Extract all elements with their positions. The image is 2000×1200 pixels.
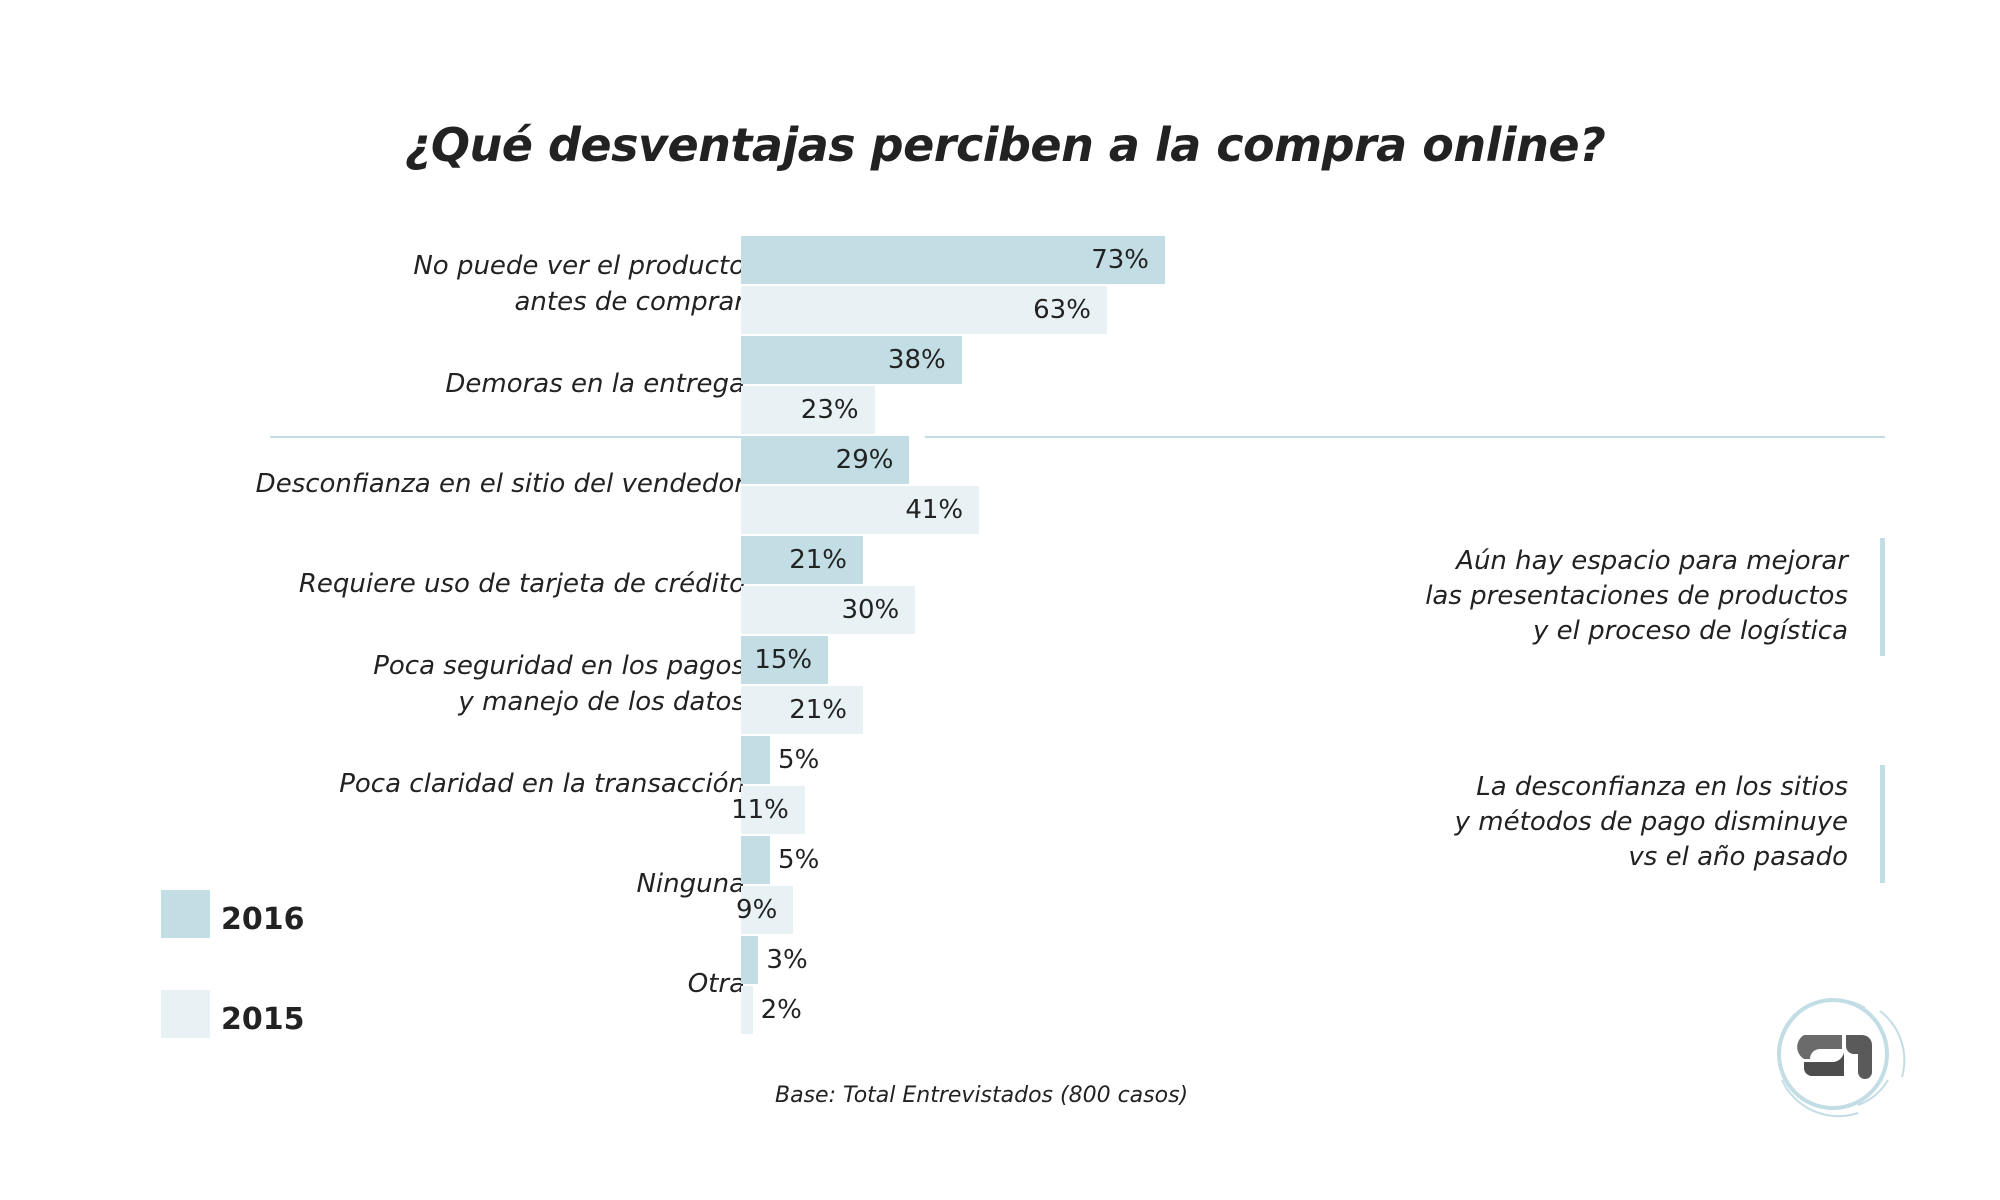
separator-line-right bbox=[925, 436, 1885, 438]
category-label-line: Otra bbox=[687, 969, 745, 999]
data-label-2015: 63% bbox=[1033, 295, 1091, 325]
bar-2016 bbox=[741, 236, 1165, 284]
bar-2015 bbox=[741, 686, 863, 734]
category-label: Ninguna bbox=[636, 866, 745, 902]
annotation-1-bar bbox=[1880, 538, 1885, 656]
separator-line-left bbox=[270, 436, 745, 438]
annotation-1-line: Aún hay espacio para mejorar bbox=[1456, 546, 1848, 576]
data-label-2015: 21% bbox=[789, 695, 847, 725]
category-label-line: Poca claridad en la transacción bbox=[339, 769, 745, 799]
category-label: Poca claridad en la transacción bbox=[339, 766, 745, 802]
bar-2016 bbox=[741, 536, 863, 584]
data-label-2016: 21% bbox=[789, 545, 847, 575]
category-label: Requiere uso de tarjeta de crédito bbox=[299, 566, 745, 602]
annotation-2-line: La desconfianza en los sitios bbox=[1476, 772, 1848, 802]
bar-2015 bbox=[741, 486, 980, 534]
bar-2015 bbox=[741, 286, 1107, 334]
category-label-line: Ninguna bbox=[636, 869, 745, 899]
category-label: Poca seguridad en los pagos y manejo de l… bbox=[373, 648, 745, 720]
data-label-2016: 15% bbox=[754, 645, 813, 675]
data-label-2015: 41% bbox=[905, 495, 964, 525]
bar-2015 bbox=[741, 586, 916, 634]
s1-logo: S1 bbox=[1777, 998, 1906, 1118]
bar-2016 bbox=[741, 936, 759, 984]
annotation-1-line: y el proceso de logística bbox=[1532, 616, 1848, 646]
category-label-line: No puede ver el producto bbox=[413, 251, 745, 281]
annotation-2: La desconfianza en los sitios y métodos … bbox=[1455, 770, 1848, 875]
annotation-2-line: vs el año pasado bbox=[1628, 842, 1848, 872]
bar-2016 bbox=[741, 636, 829, 684]
category-label-line: Desconfianza en el sitio del vendedor bbox=[255, 469, 745, 499]
data-label-2015: 30% bbox=[841, 595, 900, 625]
category-label: Desconfianza en el sitio del vendedor bbox=[256, 466, 745, 502]
data-label-2015: 2% bbox=[760, 995, 802, 1025]
category-label-line: antes de comprar bbox=[514, 287, 745, 317]
annotation-1: Aún hay espacio para mejorar las present… bbox=[1425, 544, 1848, 649]
data-label-2016: 38% bbox=[887, 345, 946, 375]
legend-label-2015: 2015 bbox=[221, 1002, 305, 1037]
legend-swatch-2015 bbox=[161, 990, 210, 1038]
data-label-2015: 23% bbox=[800, 395, 859, 425]
data-label-2015: 11% bbox=[731, 795, 789, 825]
bar-2015 bbox=[741, 986, 753, 1034]
category-label: Demoras en la entrega bbox=[445, 366, 745, 402]
category-label-line: Poca seguridad en los pagos bbox=[373, 651, 745, 681]
data-label-2016: 3% bbox=[766, 945, 808, 975]
data-label-2015: 9% bbox=[736, 895, 778, 925]
bar-2015 bbox=[741, 386, 875, 434]
footnote: Base: Total Entrevistados (800 casos) bbox=[775, 1083, 1189, 1108]
category-label: No puede ver el producto antes de comprar bbox=[413, 248, 745, 320]
bar-2016 bbox=[741, 436, 910, 484]
bar-2016 bbox=[741, 836, 771, 884]
annotation-2-bar bbox=[1880, 765, 1885, 883]
bar-2016 bbox=[741, 736, 771, 784]
data-label-2016: 5% bbox=[778, 745, 820, 775]
data-label-2016: 5% bbox=[778, 845, 820, 875]
bar-2015 bbox=[741, 786, 805, 834]
legend-swatch-2016 bbox=[161, 890, 210, 938]
annotation-1-line: las presentaciones de productos bbox=[1425, 581, 1848, 611]
data-label-2016: 73% bbox=[1091, 245, 1149, 275]
annotation-2-line: y métodos de pago disminuye bbox=[1454, 807, 1848, 837]
chart-title: ¿Qué desventajas perciben a la compra on… bbox=[404, 118, 1606, 172]
data-label-2016: 29% bbox=[835, 445, 894, 475]
bar-2016 bbox=[741, 336, 962, 384]
category-label: Otra bbox=[688, 966, 745, 1002]
category-label-line: Requiere uso de tarjeta de crédito bbox=[298, 569, 745, 599]
bar-2015 bbox=[741, 886, 794, 934]
legend-label-2016: 2016 bbox=[221, 902, 305, 937]
category-label-line: Demoras en la entrega bbox=[445, 369, 745, 399]
category-label-line: y manejo de los datos bbox=[458, 687, 745, 717]
